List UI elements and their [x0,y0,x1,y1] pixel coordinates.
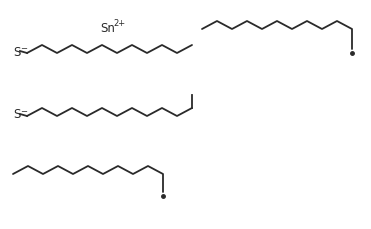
Text: S: S [13,108,20,121]
Text: S: S [13,45,20,58]
Text: −: − [20,107,27,116]
Text: Sn: Sn [100,21,115,34]
Text: 2+: 2+ [113,19,125,28]
Text: −: − [20,44,27,53]
